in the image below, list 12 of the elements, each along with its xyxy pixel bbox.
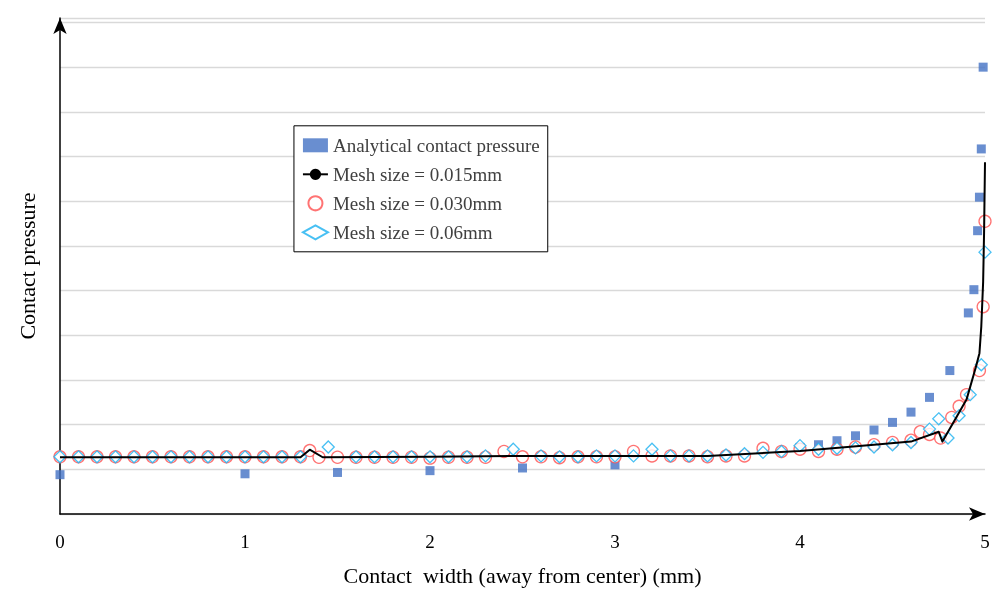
x-tick-label: 0 <box>55 531 65 552</box>
x-tick-label: 5 <box>980 531 990 552</box>
x-axis-title: Contact width (away from center) (mm) <box>343 562 702 588</box>
legend-label: Mesh size = 0.06mm <box>332 221 493 243</box>
x-tick-label: 3 <box>610 531 620 552</box>
x-tick-label: 4 <box>795 531 806 552</box>
x-tick-label: 2 <box>425 531 435 552</box>
legend-label: Mesh size = 0.030mm <box>332 192 503 214</box>
x-tick-label: 1 <box>240 531 250 552</box>
legend-label: Analytical contact pressure <box>332 134 540 156</box>
legend-label: Mesh size = 0.015mm <box>332 163 503 185</box>
y-axis-title: Contact pressure <box>14 192 40 340</box>
